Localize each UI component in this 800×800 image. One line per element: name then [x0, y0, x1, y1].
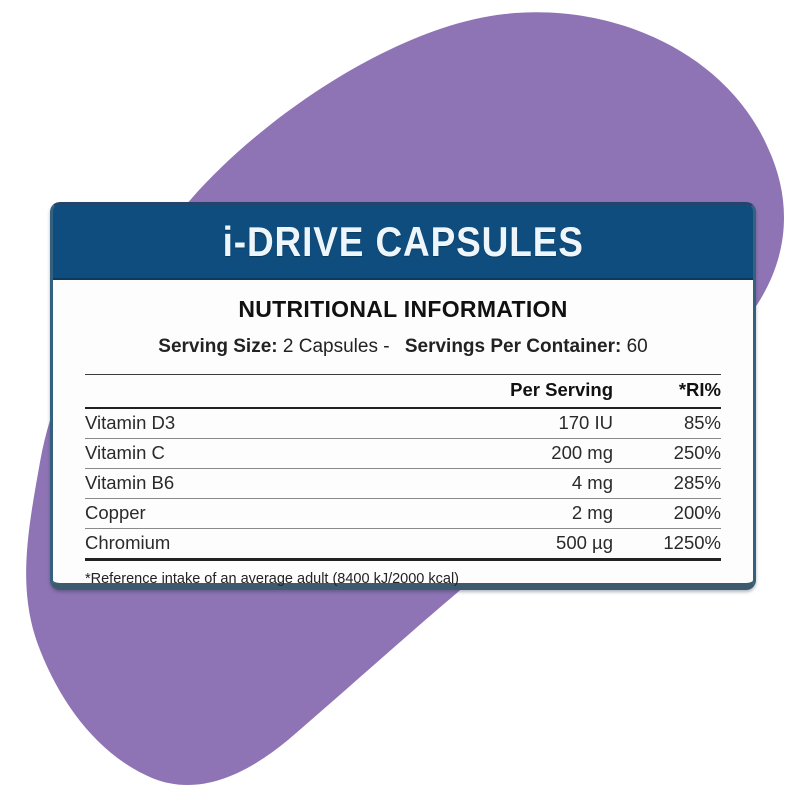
table-row: Vitamin C 200 mg 250% [85, 438, 721, 469]
nutrition-label-card: i-DRIVE CAPSULES NUTRITIONAL INFORMATION… [50, 202, 756, 590]
table-header-row: Per Serving *RI% [85, 374, 721, 409]
column-header-per-serving: Per Serving [453, 374, 613, 409]
nutrition-table: Per Serving *RI% Vitamin D3 170 IU 85% V… [85, 374, 721, 561]
product-title-bar: i-DRIVE CAPSULES [53, 205, 753, 280]
nutrient-amount: 4 mg [453, 468, 613, 499]
section-title: NUTRITIONAL INFORMATION [238, 296, 568, 322]
servings-per-container-value: 60 [626, 336, 648, 357]
servings-per-container-label: Servings Per Container: [404, 336, 622, 357]
nutrient-name: Vitamin C [85, 438, 453, 469]
serving-dash: - [383, 336, 390, 357]
nutrient-name: Vitamin B6 [85, 468, 453, 499]
nutrient-ri: 85% [613, 408, 721, 439]
nutrient-ri: 1250% [613, 528, 721, 561]
serving-size-value: 2 Capsules [282, 336, 378, 357]
nutrient-ri: 200% [613, 498, 721, 529]
nutrient-amount: 500 µg [453, 528, 613, 561]
nutrient-name: Chromium [85, 528, 453, 561]
table-row: Copper 2 mg 200% [85, 498, 721, 529]
table-row: Vitamin D3 170 IU 85% [85, 408, 721, 439]
nutrient-amount: 170 IU [453, 408, 613, 439]
serving-size-label: Serving Size: [158, 336, 278, 357]
table-row: Vitamin B6 4 mg 285% [85, 468, 721, 499]
reference-intake-footnote: *Reference intake of an average adult (8… [85, 571, 460, 587]
nutrient-name: Vitamin D3 [85, 408, 453, 439]
column-header-nutrient [85, 374, 453, 409]
nutrient-amount: 2 mg [453, 498, 613, 529]
table-row: Chromium 500 µg 1250% [85, 528, 721, 561]
nutrient-name: Copper [85, 498, 453, 529]
serving-info: Serving Size: 2 Capsules - Servings Per … [53, 336, 753, 358]
product-title: i-DRIVE CAPSULES [222, 217, 584, 265]
column-header-ri: *RI% [613, 374, 721, 409]
nutrient-amount: 200 mg [453, 438, 613, 469]
nutrient-ri: 250% [613, 438, 721, 469]
nutrient-ri: 285% [613, 468, 721, 499]
